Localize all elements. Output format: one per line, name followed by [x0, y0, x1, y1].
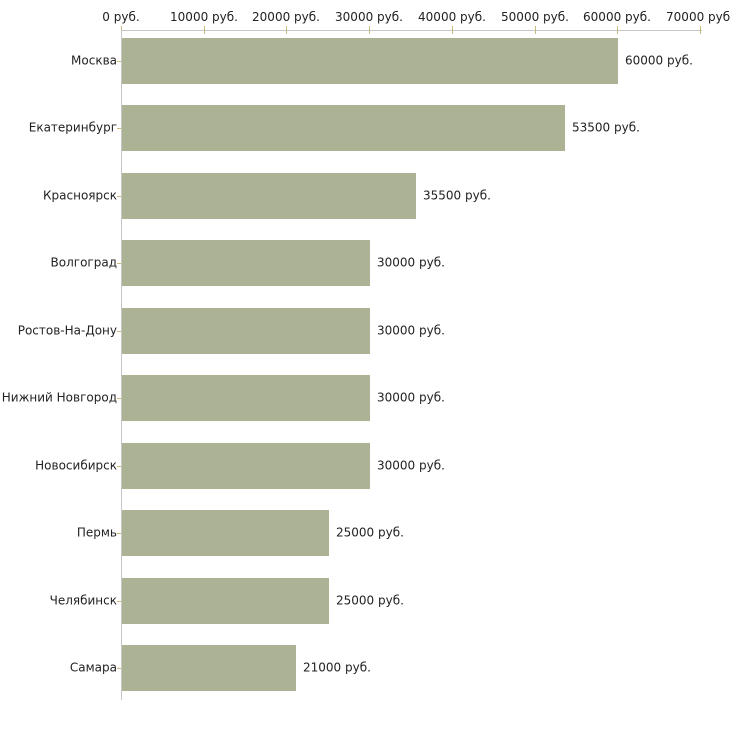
category-label: Пермь	[76, 525, 117, 540]
value-label: 30000 руб.	[377, 255, 445, 270]
x-axis-tick-label: 30000 руб.	[335, 10, 403, 24]
x-axis-tick-label: 60000 руб.	[583, 10, 651, 24]
value-label: 25000 руб.	[336, 593, 404, 608]
value-label: 30000 руб.	[377, 458, 445, 473]
category-label: Новосибирск	[35, 458, 117, 473]
y-axis-line	[121, 30, 122, 700]
x-axis-tick-label: 0 руб.	[102, 10, 140, 24]
x-axis-tick	[369, 26, 370, 34]
x-axis-tick	[700, 26, 701, 34]
category-label: Москва	[71, 53, 117, 68]
bar	[122, 645, 296, 691]
value-label: 30000 руб.	[377, 390, 445, 405]
value-label: 21000 руб.	[303, 660, 371, 675]
bar	[122, 173, 416, 219]
y-axis-tick	[117, 331, 121, 332]
x-axis-tick-label: 70000 руб.	[666, 10, 730, 24]
y-axis-tick	[117, 128, 121, 129]
value-label: 60000 руб.	[625, 53, 693, 68]
value-label: 53500 руб.	[572, 120, 640, 135]
bar	[122, 240, 370, 286]
bar	[122, 443, 370, 489]
value-label: 25000 руб.	[336, 525, 404, 540]
x-axis-tick	[204, 26, 205, 34]
y-axis-tick	[117, 398, 121, 399]
category-label: Красноярск	[43, 188, 117, 203]
y-axis-tick	[117, 263, 121, 264]
bar	[122, 105, 565, 151]
category-label: Челябинск	[49, 593, 117, 608]
bar	[122, 38, 618, 84]
x-axis-tick	[286, 26, 287, 34]
y-axis-tick	[117, 196, 121, 197]
x-axis-tick-label: 40000 руб.	[418, 10, 486, 24]
y-axis-tick	[117, 533, 121, 534]
y-axis-tick	[117, 668, 121, 669]
category-label: Самара	[69, 660, 117, 675]
bar	[122, 308, 370, 354]
x-axis-tick	[617, 26, 618, 34]
value-label: 35500 руб.	[423, 188, 491, 203]
bar	[122, 375, 370, 421]
value-label: 30000 руб.	[377, 323, 445, 338]
y-axis-tick	[117, 61, 121, 62]
x-axis-tick	[452, 26, 453, 34]
x-axis-line	[121, 30, 702, 31]
category-label: Волгоград	[50, 255, 117, 270]
category-label: Нижний Новгород	[1, 390, 117, 405]
x-axis-tick	[535, 26, 536, 34]
y-axis-tick	[117, 601, 121, 602]
x-axis-tick-label: 20000 руб.	[252, 10, 320, 24]
x-axis-tick-label: 10000 руб.	[170, 10, 238, 24]
category-label: Екатеринбург	[28, 120, 117, 135]
bar	[122, 578, 329, 624]
bar	[122, 510, 329, 556]
category-label: Ростов-На-Дону	[17, 323, 117, 338]
x-axis-tick-label: 50000 руб.	[501, 10, 569, 24]
y-axis-tick	[117, 466, 121, 467]
